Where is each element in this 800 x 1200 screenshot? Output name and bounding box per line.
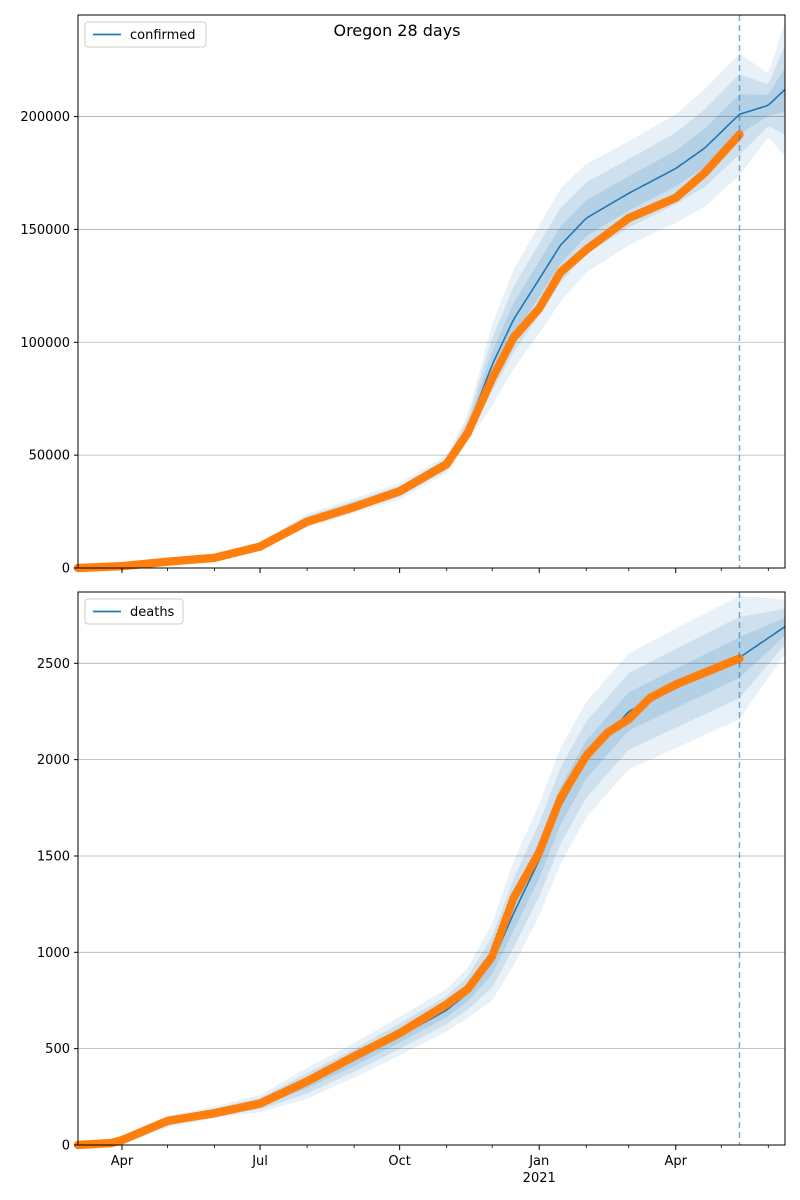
x-tick-label: Apr [111, 1154, 134, 1169]
y-tick-label: 1500 [37, 849, 70, 864]
legend-box [84, 21, 207, 48]
legend: confirmed [84, 21, 207, 48]
y-tick-label: 2000 [37, 753, 70, 768]
uncertainty-band [78, 67, 785, 568]
y-tick-label: 1000 [37, 946, 70, 961]
x-tick-year-label: 2021 [523, 1171, 556, 1186]
legend: deaths [84, 598, 184, 625]
x-tick-label: Jul [251, 1154, 268, 1169]
x-tick-label: Apr [665, 1154, 688, 1169]
figure-title: Oregon 28 days [333, 21, 460, 40]
uncertainty-band [78, 44, 785, 569]
legend-label: deaths [130, 605, 175, 620]
y-tick-label: 0 [62, 1139, 70, 1154]
x-tick-label: Jan [528, 1154, 549, 1169]
x-tick-label: Oct [388, 1154, 410, 1169]
plot-frame [77, 14, 786, 569]
uncertainty-band [78, 21, 785, 569]
y-tick-label: 2500 [37, 657, 70, 672]
y-tick-label: 150000 [20, 223, 70, 238]
observed-point [735, 654, 744, 663]
observed-point [735, 130, 744, 139]
y-tick-label: 500 [45, 1042, 70, 1057]
legend-label: confirmed [130, 28, 196, 43]
legend-box [84, 598, 184, 625]
y-tick-label: 50000 [29, 449, 70, 464]
y-tick-label: 100000 [20, 336, 70, 351]
uncertainty-band [78, 608, 785, 1145]
plot-frame [77, 591, 786, 1146]
uncertainty-band [78, 617, 785, 1145]
deaths-panel: 0 500 1000 1500 2000 2500 Apr Jul Oct Jan 2021 Apr d… [37, 591, 786, 1186]
y-tick-label: 200000 [20, 110, 70, 125]
confirmed-panel: 0 50000 100000 150000 200000 confirmed [20, 14, 786, 577]
y-tick-label: 0 [62, 562, 70, 577]
